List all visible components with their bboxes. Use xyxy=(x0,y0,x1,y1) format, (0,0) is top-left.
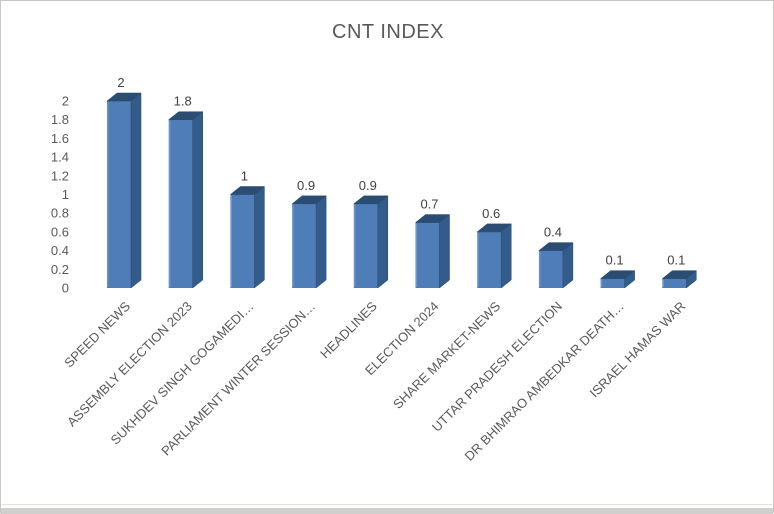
bar-side-face[interactable] xyxy=(439,214,450,289)
bar-data-label: 0.6 xyxy=(482,206,500,221)
bar-data-label: 1.8 xyxy=(174,94,192,109)
bar-front-face[interactable] xyxy=(168,119,193,288)
y-axis-tick-label: 0 xyxy=(62,281,69,296)
y-axis-tick-label: 0.8 xyxy=(51,206,69,221)
bar-side-face[interactable] xyxy=(377,195,389,289)
bar-front-face[interactable] xyxy=(538,250,563,288)
bar-data-label: 1 xyxy=(241,169,248,184)
bar-side-face[interactable] xyxy=(254,185,265,289)
bar-front-face[interactable] xyxy=(477,231,502,288)
bar-side-face[interactable] xyxy=(562,242,574,289)
y-axis-tick-label: 0.2 xyxy=(51,262,69,277)
y-axis-tick-label: 1.6 xyxy=(51,131,69,146)
bar-data-label: 0.1 xyxy=(667,253,685,268)
bar-front-face[interactable] xyxy=(107,101,131,288)
bar-data-label: 0.9 xyxy=(297,178,315,193)
chart-title: CNT INDEX xyxy=(332,21,444,43)
y-axis-tick-label: 1.4 xyxy=(51,150,69,165)
bar-front-face[interactable] xyxy=(292,203,317,288)
bar-data-label: 0.4 xyxy=(544,225,562,240)
bar-front-face[interactable] xyxy=(230,194,255,289)
bar-data-label: 0.9 xyxy=(359,178,377,193)
y-axis-tick-label: 0.6 xyxy=(51,224,69,239)
y-axis-tick-label: 0.4 xyxy=(51,243,69,258)
bar-front-face[interactable] xyxy=(353,203,378,288)
x-axis-category-label: UTTAR PRADESH ELECTION xyxy=(429,299,565,435)
bar-data-label: 2 xyxy=(117,75,124,90)
y-axis-tick-label: 1.2 xyxy=(51,168,69,183)
bar-data-label: 0.7 xyxy=(420,197,438,212)
bar-front-face[interactable] xyxy=(600,278,625,288)
x-axis-category-label: ASSEMBLY ELECTION 2023 xyxy=(64,299,195,430)
bar-data-label: 0.1 xyxy=(606,253,624,268)
bar-side-face[interactable] xyxy=(192,111,203,289)
y-axis-tick-label: 1.8 xyxy=(51,112,69,127)
bar-side-face[interactable] xyxy=(130,92,142,289)
bottom-divider-line xyxy=(2,504,772,505)
bar-side-face[interactable] xyxy=(500,223,512,289)
bar-side-face[interactable] xyxy=(315,195,327,289)
y-axis-tick-label: 1 xyxy=(62,187,69,202)
x-axis-category-label: SHARE MARKET-NEWS xyxy=(390,298,503,411)
y-axis-tick-label: 2 xyxy=(62,94,69,109)
bar-side-face[interactable] xyxy=(624,270,635,289)
x-axis-category-label: HEADLINES xyxy=(317,298,380,361)
bar-front-face[interactable] xyxy=(415,222,440,288)
bar-front-face[interactable] xyxy=(662,278,687,288)
bar-side-face[interactable] xyxy=(686,270,697,289)
bottom-edge-strip xyxy=(1,508,773,514)
